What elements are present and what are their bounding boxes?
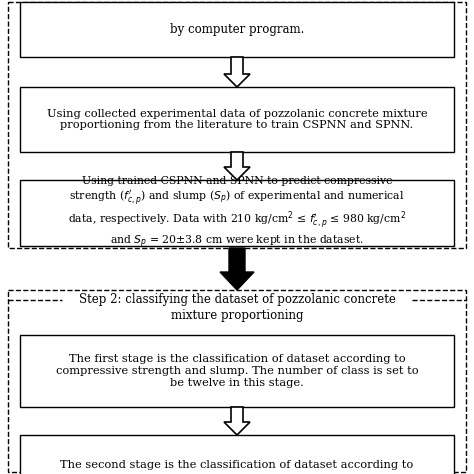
Text: Using collected experimental data of pozzolanic concrete mixture
proportioning f: Using collected experimental data of poz… bbox=[46, 109, 428, 130]
Polygon shape bbox=[224, 152, 250, 180]
Bar bbox=[20, 335, 454, 407]
Bar bbox=[20, 2, 454, 57]
Text: mixture proportioning: mixture proportioning bbox=[171, 310, 303, 322]
Text: Using trained CSPNN and SPNN to predict compressive
strength ($f^{\prime}_{c,p}$: Using trained CSPNN and SPNN to predict … bbox=[68, 176, 406, 250]
Bar bbox=[20, 435, 454, 474]
Bar bbox=[20, 180, 454, 246]
Polygon shape bbox=[224, 57, 250, 87]
Text: Step 2: classifying the dataset of pozzolanic concrete: Step 2: classifying the dataset of pozzo… bbox=[79, 293, 395, 307]
Polygon shape bbox=[220, 248, 254, 290]
Polygon shape bbox=[224, 407, 250, 435]
Text: by computer program.: by computer program. bbox=[170, 23, 304, 36]
Text: The second stage is the classification of dataset according to: The second stage is the classification o… bbox=[60, 460, 414, 470]
Bar bbox=[8, 2, 466, 248]
Text: The first stage is the classification of dataset according to
compressive streng: The first stage is the classification of… bbox=[55, 355, 419, 388]
Bar bbox=[8, 290, 466, 472]
Bar bbox=[20, 87, 454, 152]
